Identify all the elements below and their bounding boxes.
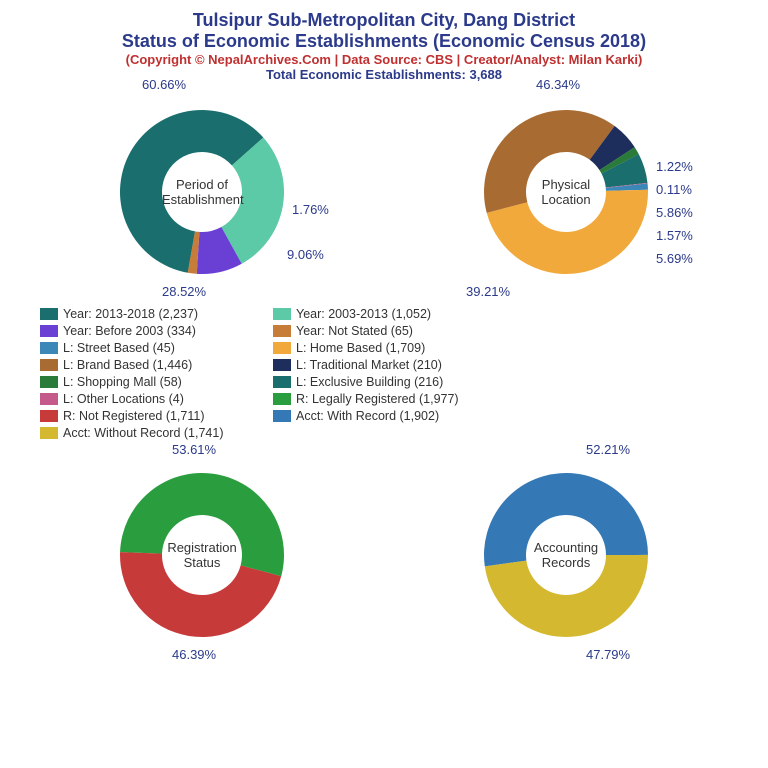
pct-label: 47.79% [586,647,630,662]
pct-label: 0.11% [656,182,692,197]
pct-label: 28.52% [162,284,206,299]
legend-swatch [273,359,291,371]
legend-item: Year: Before 2003 (334) [40,324,265,338]
legend-item: L: Home Based (1,709) [273,341,498,355]
title-line-1: Tulsipur Sub-Metropolitan City, Dang Dis… [20,10,748,31]
legend-label: L: Home Based (1,709) [296,341,425,355]
legend-label: Year: Not Stated (65) [296,324,413,338]
pct-label: 52.21% [586,442,630,457]
infographic-container: Tulsipur Sub-Metropolitan City, Dang Dis… [0,0,768,675]
pct-label: 46.39% [172,647,216,662]
pct-label: 1.57% [656,228,693,243]
legend-label: L: Brand Based (1,446) [63,358,192,372]
legend-label: L: Shopping Mall (58) [63,375,182,389]
legend-item: Acct: Without Record (1,741) [40,426,265,440]
title-line-2: Status of Economic Establishments (Econo… [20,31,748,52]
legend-item: L: Shopping Mall (58) [40,375,265,389]
legend-item: L: Brand Based (1,446) [40,358,265,372]
legend-swatch [40,342,58,354]
legend-item: L: Exclusive Building (216) [273,375,498,389]
legend-item: L: Other Locations (4) [40,392,265,406]
legend-swatch [273,410,291,422]
pct-label: 46.34% [536,77,580,92]
pct-label: 5.86% [656,205,693,220]
charts-row-bottom: Registration Status53.61%46.39% Accounti… [20,450,748,660]
chart-center-label: Accounting Records [526,540,606,570]
legend-item: Year: Not Stated (65) [273,324,498,338]
chart-center-label: Registration Status [162,540,242,570]
pct-label: 1.22% [656,159,693,174]
pct-label: 39.21% [466,284,510,299]
legend-swatch [40,308,58,320]
chart-location: Physical Location1.22%46.34%39.21%5.69%1… [426,87,706,297]
legend-item: Acct: With Record (1,902) [273,409,498,423]
chart-accounting: Accounting Records52.21%47.79% [426,450,706,660]
legend-swatch [40,359,58,371]
legend-label: Year: 2013-2018 (2,237) [63,307,198,321]
legend-swatch [40,325,58,337]
legend-label: Year: 2003-2013 (1,052) [296,307,431,321]
legend-label: L: Exclusive Building (216) [296,375,443,389]
charts-row-top: Period of Establishment60.66%28.52%9.06%… [20,87,748,297]
legend-swatch [273,325,291,337]
legend-label: L: Other Locations (4) [63,392,184,406]
chart-center-label: Physical Location [526,177,606,207]
legend-label: Acct: Without Record (1,741) [63,426,223,440]
pct-label: 9.06% [287,247,324,262]
legend-label: L: Street Based (45) [63,341,175,355]
legend-swatch [273,342,291,354]
legend-swatch [40,427,58,439]
legend-label: R: Legally Registered (1,977) [296,392,459,406]
legend-item: L: Street Based (45) [40,341,265,355]
legend-swatch [40,410,58,422]
legend-label: L: Traditional Market (210) [296,358,442,372]
pct-label: 53.61% [172,442,216,457]
legend-swatch [40,393,58,405]
legend-swatch [273,308,291,320]
pct-label: 5.69% [656,251,693,266]
legend-item: Year: 2003-2013 (1,052) [273,307,498,321]
pct-label: 1.76% [292,202,329,217]
pct-label: 60.66% [142,77,186,92]
total-line: Total Economic Establishments: 3,688 [20,67,748,82]
copyright-line: (Copyright © NepalArchives.Com | Data So… [20,52,748,67]
legend-label: R: Not Registered (1,711) [63,409,205,423]
legend-swatch [273,376,291,388]
title-block: Tulsipur Sub-Metropolitan City, Dang Dis… [20,10,748,82]
legend-item: Year: 2013-2018 (2,237) [40,307,265,321]
legend-item: L: Traditional Market (210) [273,358,498,372]
chart-registration: Registration Status53.61%46.39% [62,450,342,660]
legend: Year: 2013-2018 (2,237) Year: 2003-2013 (… [20,302,748,445]
legend-label: Acct: With Record (1,902) [296,409,439,423]
legend-swatch [273,393,291,405]
chart-center-label: Period of Establishment [162,177,242,207]
legend-item: R: Legally Registered (1,977) [273,392,498,406]
legend-swatch [40,376,58,388]
legend-item: R: Not Registered (1,711) [40,409,265,423]
chart-period: Period of Establishment60.66%28.52%9.06%… [62,87,342,297]
legend-label: Year: Before 2003 (334) [63,324,196,338]
